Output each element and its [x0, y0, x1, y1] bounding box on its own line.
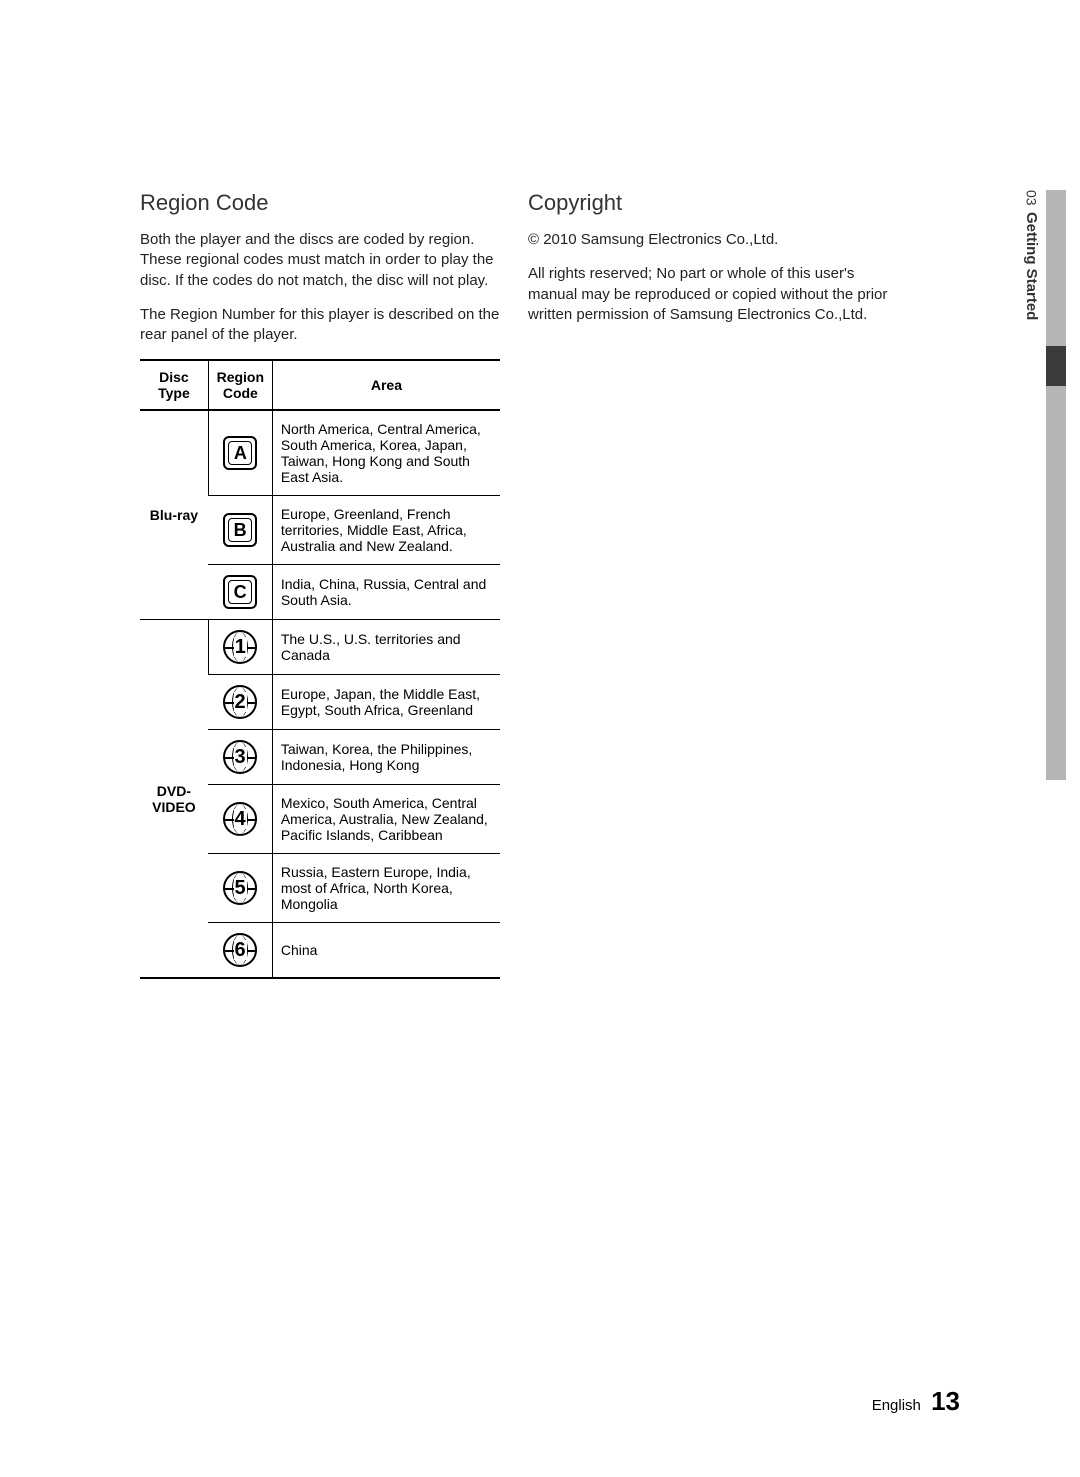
area-cell: The U.S., U.S. territories and Canada: [272, 620, 500, 675]
area-cell: China: [272, 923, 500, 979]
region-code-cell: 2: [208, 675, 272, 730]
dvd-region-icon: 6: [223, 933, 257, 967]
footer-language: English: [872, 1397, 921, 1414]
table-row: DVD-VIDEO1The U.S., U.S. territories and…: [140, 620, 500, 675]
table-header-disctype: Disc Type: [140, 360, 208, 410]
region-code-cell: 4: [208, 785, 272, 854]
area-cell: India, China, Russia, Central and South …: [272, 565, 500, 620]
copyright-text: All rights reserved; No part or whole of…: [528, 264, 888, 325]
left-column: Region Code Both the player and the disc…: [140, 190, 500, 979]
dvd-region-icon: 3: [223, 740, 257, 774]
bluray-region-icon: C: [223, 575, 257, 609]
table-header-area: Area: [272, 360, 500, 410]
region-code-para2: The Region Number for this player is des…: [140, 305, 500, 346]
copyright-line: © 2010 Samsung Electronics Co.,Ltd.: [528, 230, 888, 250]
region-code-heading: Region Code: [140, 190, 500, 216]
thumb-index-dark: [1046, 346, 1066, 386]
area-cell: Europe, Greenland, French territories, M…: [272, 496, 500, 565]
bluray-region-icon: B: [223, 513, 257, 547]
table-row: Blu-rayANorth America, Central America, …: [140, 410, 500, 496]
chapter-number: 03: [1024, 190, 1040, 206]
page-content: Region Code Both the player and the disc…: [0, 0, 1080, 1039]
dvd-region-icon: 5: [223, 871, 257, 905]
region-code-table: Disc Type Region Code Area Blu-rayANorth…: [140, 359, 500, 979]
dvd-region-icon: 1: [223, 630, 257, 664]
region-code-para1: Both the player and the discs are coded …: [140, 230, 500, 291]
region-code-cell: 1: [208, 620, 272, 675]
dvd-region-icon: 2: [223, 685, 257, 719]
dvd-region-icon: 4: [223, 802, 257, 836]
region-code-cell: A: [208, 410, 272, 496]
thumb-index-light: [1046, 190, 1066, 780]
region-code-cell: 5: [208, 854, 272, 923]
footer-page-number: 13: [931, 1386, 960, 1416]
page-footer: English 13: [872, 1386, 960, 1417]
bluray-region-icon: A: [223, 436, 257, 470]
region-code-cell: 3: [208, 730, 272, 785]
area-cell: Taiwan, Korea, the Philippines, Indonesi…: [272, 730, 500, 785]
right-column: Copyright © 2010 Samsung Electronics Co.…: [528, 190, 888, 979]
chapter-tab: 03 Getting Started: [1023, 190, 1040, 320]
area-cell: Russia, Eastern Europe, India, most of A…: [272, 854, 500, 923]
region-code-cell: C: [208, 565, 272, 620]
area-cell: Mexico, South America, Central America, …: [272, 785, 500, 854]
area-cell: North America, Central America, South Am…: [272, 410, 500, 496]
table-header-regioncode: Region Code: [208, 360, 272, 410]
copyright-heading: Copyright: [528, 190, 888, 216]
disc-type-cell: DVD-VIDEO: [140, 620, 208, 979]
disc-type-cell: Blu-ray: [140, 410, 208, 620]
region-code-cell: 6: [208, 923, 272, 979]
chapter-label: Getting Started: [1023, 212, 1040, 320]
area-cell: Europe, Japan, the Middle East, Egypt, S…: [272, 675, 500, 730]
region-code-cell: B: [208, 496, 272, 565]
